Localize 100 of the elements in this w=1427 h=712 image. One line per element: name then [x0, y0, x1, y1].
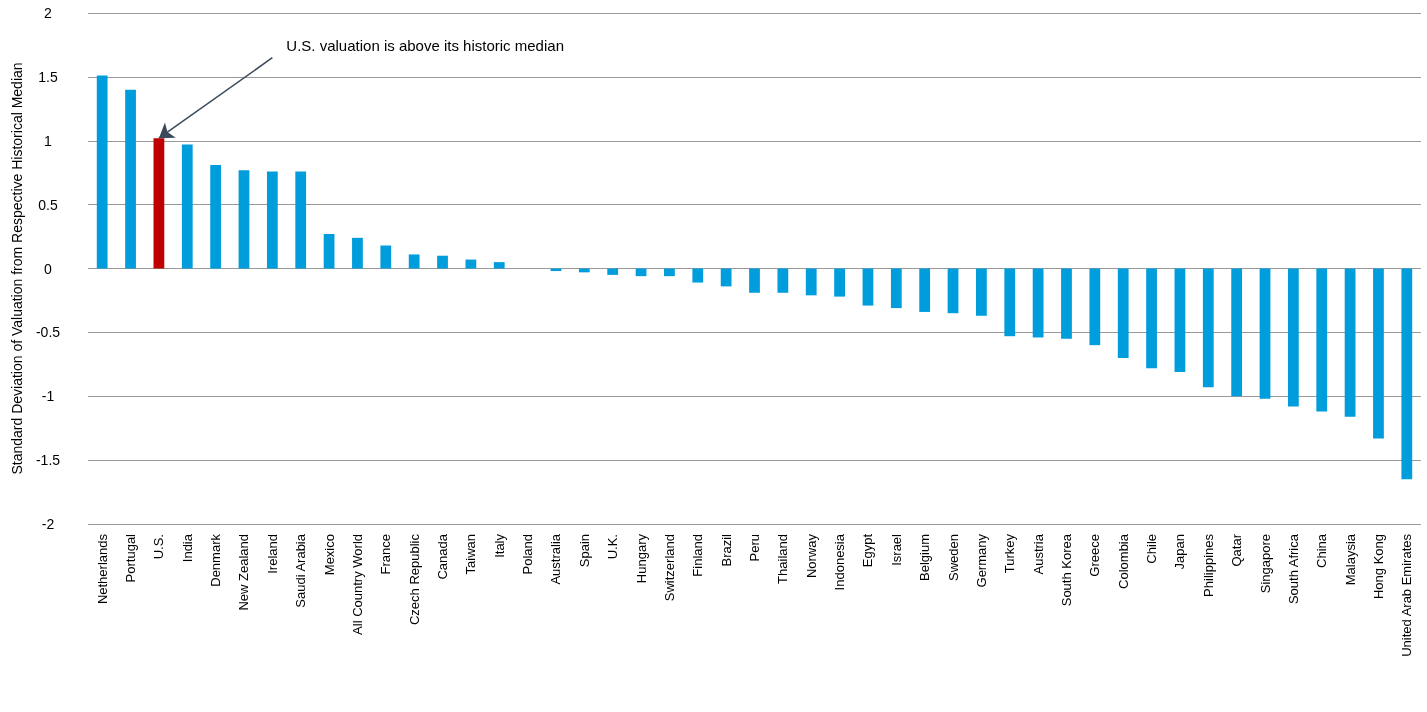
y-tick-label: 0 [44, 260, 53, 277]
x-tick-label: Saudi Arabia [293, 533, 309, 608]
bar [181, 144, 193, 269]
x-tick-label: Denmark [208, 533, 224, 587]
bar [1259, 268, 1271, 399]
x-tick-label: Belgium [917, 534, 933, 581]
x-tick-label: Philippines [1200, 533, 1216, 597]
x-tick-label: Indonesia [832, 533, 848, 591]
y-tick-label: 1 [44, 132, 53, 149]
x-tick-label: Portugal [123, 533, 139, 583]
bar [465, 259, 477, 269]
bar [976, 268, 987, 316]
x-tick-label: Norway [803, 533, 819, 579]
x-tick-label: Germany [973, 533, 989, 588]
x-tick-label: Brazil [718, 533, 734, 567]
bar [1231, 268, 1243, 397]
bar [777, 268, 789, 293]
x-tick-label: Spain [576, 534, 592, 568]
bar [1089, 268, 1101, 346]
bar [749, 268, 760, 293]
x-tick-label: Austria [1030, 533, 1046, 575]
x-tick-label: Poland [520, 534, 536, 575]
x-tick-label: Malaysia [1342, 533, 1358, 586]
bar [1287, 268, 1299, 407]
x-tick-label: Australia [548, 533, 564, 585]
bar [266, 171, 278, 269]
bar [437, 255, 448, 269]
x-tick-label: Singapore [1257, 534, 1273, 594]
bar [1004, 268, 1016, 337]
x-tick-label: Hong Kong [1370, 534, 1386, 600]
x-tick-label: Mexico [321, 534, 337, 576]
x-tick-label: Greece [1087, 534, 1103, 577]
bar [1146, 268, 1157, 369]
x-tick-label: Chile [1144, 534, 1160, 564]
y-tick-label: 0.5 [38, 196, 58, 213]
x-tick-label: Taiwan [463, 534, 479, 575]
bar [862, 268, 874, 306]
bar [1061, 268, 1072, 339]
bar [1117, 268, 1129, 358]
bar [720, 268, 732, 287]
bar [1032, 268, 1044, 338]
bar [919, 268, 931, 312]
x-tick-label: Hungary [633, 533, 649, 584]
x-tick-label: South Korea [1058, 533, 1074, 607]
x-tick-label: Ireland [264, 534, 280, 574]
bar [1174, 268, 1186, 372]
x-tick-label: U.S. [151, 534, 167, 560]
x-tick-label: Italy [491, 533, 507, 558]
x-tick-label: Israel [888, 533, 904, 566]
x-tick-label: Switzerland [661, 534, 677, 602]
bar [692, 268, 704, 283]
y-tick-label: -1 [41, 388, 55, 405]
bar [1373, 268, 1384, 439]
x-tick-label: Czech Republic [406, 533, 422, 626]
x-tick-label: South Africa [1285, 533, 1301, 605]
y-axis-title: Standard Deviation of Valuation from Respective Historical Median [9, 62, 25, 475]
bar [1316, 268, 1328, 412]
bar [352, 237, 363, 269]
bar [664, 268, 675, 277]
x-tick-label: Egypt [860, 533, 876, 568]
bar [210, 165, 222, 269]
x-tick-label: Colombia [1115, 533, 1131, 589]
bar [805, 268, 817, 296]
x-tick-label: Japan [1172, 534, 1188, 570]
x-tick-label: New Zealand [236, 534, 252, 611]
x-tick-label: Canada [435, 533, 451, 580]
y-tick-label: -2 [41, 516, 55, 532]
x-tick-label: Turkey [1002, 533, 1018, 574]
y-tick-label: 1.5 [38, 68, 58, 85]
bar [238, 170, 250, 269]
bar [834, 268, 845, 297]
bar [323, 234, 335, 269]
x-tick-label: Sweden [945, 534, 961, 581]
x-tick-label: All Country World [349, 534, 365, 635]
x-tick-label: U.K. [605, 534, 621, 560]
y-tick-label: -0.5 [35, 324, 61, 341]
x-tick-label: United Arab Emirates [1399, 533, 1415, 657]
bar [947, 268, 959, 314]
y-tick-label: 2 [44, 5, 53, 21]
x-tick-label: France [378, 534, 394, 575]
bar [96, 75, 108, 269]
x-tick-label: Finland [690, 534, 706, 577]
x-tick-label: China [1314, 533, 1330, 568]
x-tick-label: Thailand [775, 534, 791, 584]
annotation: U.S. valuation is above its historic median [286, 36, 564, 54]
bar [493, 262, 505, 269]
bar [1344, 268, 1356, 417]
x-tick-label: Qatar [1229, 533, 1245, 567]
bar [408, 254, 420, 269]
bar [607, 268, 619, 275]
x-tick-label: Netherlands [94, 533, 110, 605]
x-tick-label: Peru [747, 534, 762, 562]
bar [125, 89, 136, 269]
y-tick-label: -1.5 [35, 452, 61, 469]
bar [890, 268, 902, 309]
bar [380, 245, 392, 269]
bar [1202, 268, 1214, 388]
bar [1401, 268, 1413, 480]
x-tick-label: India [179, 533, 195, 563]
bar [295, 171, 307, 269]
